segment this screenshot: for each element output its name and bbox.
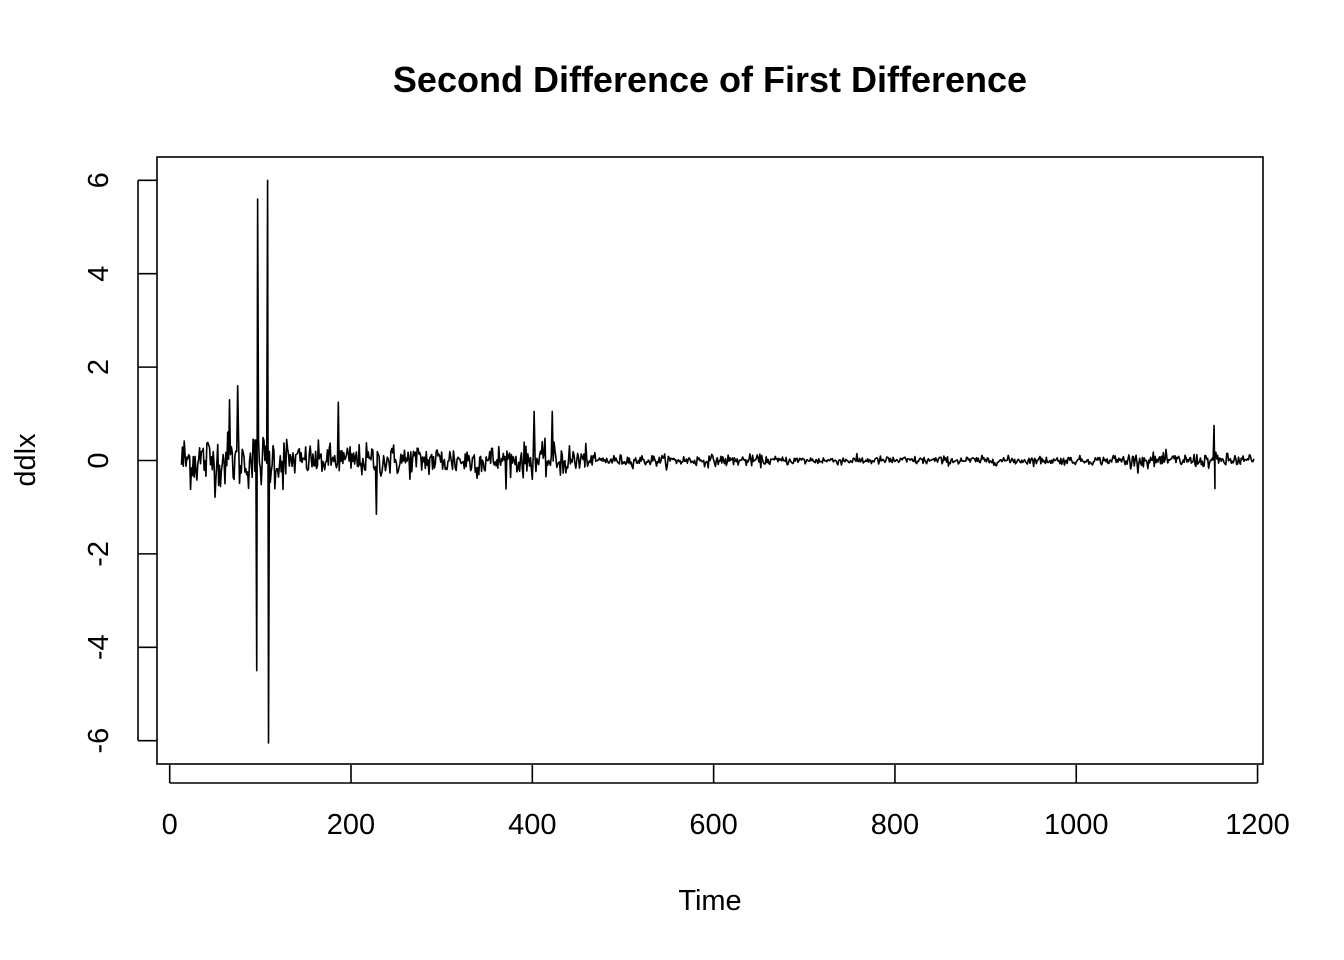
chart-title: Second Difference of First Difference: [393, 59, 1027, 100]
series-layer: [180, 179, 1255, 744]
y-tick-label: -4: [83, 634, 115, 660]
y-axis: -6 -4 -2 0 2 4 6: [83, 172, 157, 754]
x-tick-label: 600: [689, 809, 737, 841]
x-tick-label: 200: [327, 809, 375, 841]
y-tick-label: 6: [83, 172, 115, 188]
x-tick-label: 1000: [1044, 809, 1109, 841]
y-tick-label: 0: [83, 452, 115, 468]
x-tick-label: 1200: [1225, 809, 1290, 841]
y-tick-label: -2: [83, 541, 115, 567]
y-tick-label: 2: [83, 359, 115, 375]
y-tick-label: 4: [83, 266, 115, 282]
x-axis: 0 200 400 600 800 1000 1200: [162, 765, 1290, 841]
x-tick-label: 800: [871, 809, 919, 841]
y-axis-label: ddlx: [10, 433, 42, 487]
x-tick-label: 400: [508, 809, 556, 841]
y-tick-label: -6: [83, 728, 115, 754]
series-line-ddlx: [180, 179, 1255, 744]
x-axis-label: Time: [678, 885, 741, 917]
x-tick-label: 0: [162, 809, 178, 841]
